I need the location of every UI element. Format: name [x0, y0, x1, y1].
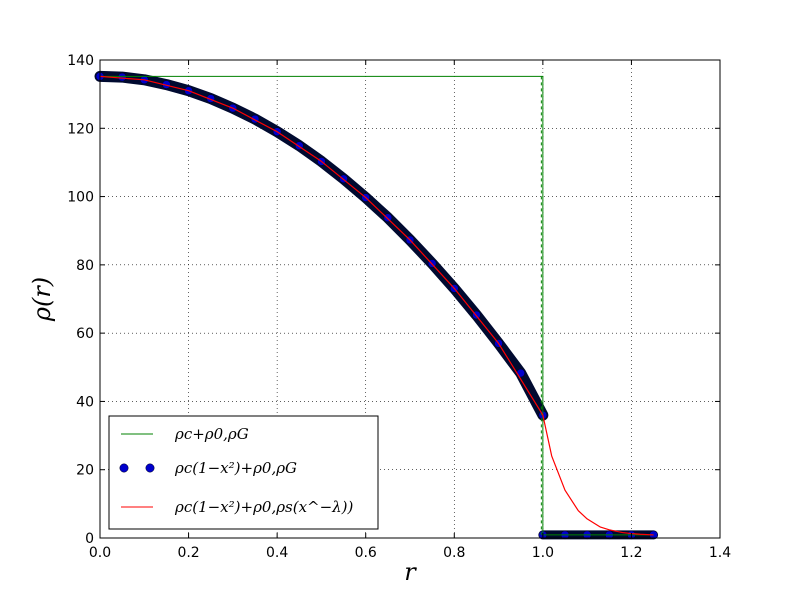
series-layer [94, 70, 659, 540]
series-2-marker [117, 72, 127, 82]
y-axis-label: ρ(r) [28, 277, 56, 322]
plot-frame [99, 59, 721, 539]
x-tick-label: 0.0 [89, 545, 111, 561]
y-tick-label: 80 [76, 258, 94, 274]
y-tick-label: 140 [67, 53, 94, 69]
axis-ticks: 0.0 0.2 0.4 0.6 0.8 1.0 1.2 1.4 0 20 40 60 80 100 120 1… [67, 53, 731, 561]
legend-label-series-1: ρc+ρ0,ρG [174, 425, 249, 443]
series-3-line [99, 75, 654, 536]
x-tick-label: 1.2 [620, 545, 642, 561]
grid-lines [100, 60, 720, 538]
series-2-marker [516, 368, 525, 378]
y-tick-label: 100 [67, 190, 94, 206]
x-tick-label: 1.4 [709, 545, 731, 561]
y-tick-label: 120 [67, 121, 94, 137]
y-tick-label: 0 [85, 531, 94, 547]
x-tick-label: 0.2 [177, 545, 199, 561]
y-tick-label: 40 [76, 394, 94, 410]
legend-swatch-blue-marker-right [145, 463, 155, 473]
series-2-marker [383, 213, 393, 222]
series-1-line [100, 75, 654, 536]
x-tick-label: 0.8 [443, 545, 465, 561]
y-tick-label: 60 [76, 326, 94, 342]
x-tick-label: 1.0 [532, 545, 554, 561]
y-tick-label: 20 [76, 463, 94, 479]
legend-swatch-blue-marker-left [119, 463, 129, 473]
legend-label-series-2: ρc(1−x²)+ρ0,ρG [174, 459, 297, 477]
legend-box [108, 415, 379, 530]
x-tick-label: 0.4 [266, 545, 288, 561]
x-tick-label: 0.6 [355, 545, 377, 561]
legend-label-series-3: ρc(1−x²)+ρ0,ρs(x^−λ)) [174, 498, 354, 516]
x-axis-label: r [404, 558, 417, 586]
legend: ρc+ρ0,ρG ρc(1−x²)+ρ0,ρG ρc(1−x²)+ρ0,ρs(x… [108, 415, 379, 530]
